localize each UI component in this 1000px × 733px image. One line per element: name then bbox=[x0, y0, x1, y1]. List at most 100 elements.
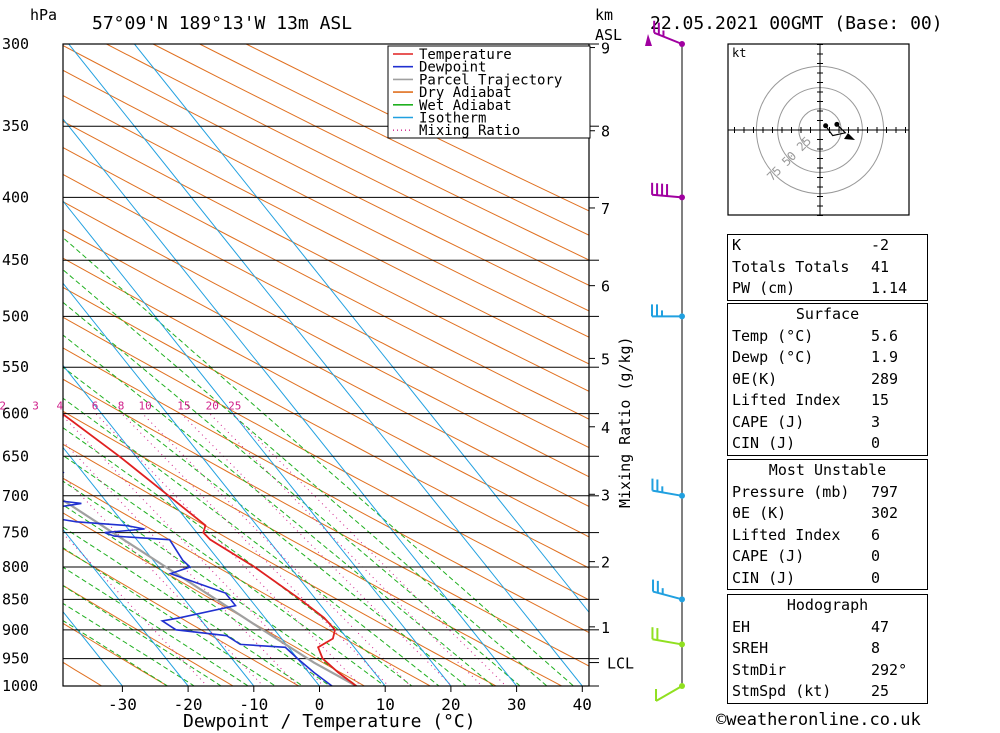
index-row: K -2 bbox=[728, 235, 927, 257]
dry-adiabat-line bbox=[63, 120, 589, 392]
mixing-ratio-label: 6 bbox=[92, 400, 99, 413]
wet-adiabat-line bbox=[63, 334, 494, 686]
wet-adiabats bbox=[63, 236, 575, 686]
mu-value: 6 bbox=[871, 525, 881, 544]
mixing-ratio-line bbox=[121, 413, 390, 686]
surface-label: Dewp (°C) bbox=[732, 348, 814, 366]
pressure-tick-label: 1000 bbox=[2, 677, 38, 695]
wet-adiabat-line bbox=[63, 366, 467, 686]
wind-barb bbox=[651, 304, 685, 320]
wind-top-pennant bbox=[645, 34, 652, 46]
mixing-ratio-label: 4 bbox=[56, 400, 63, 413]
mixing-ratio-label: 15 bbox=[177, 400, 190, 413]
index-value: 41 bbox=[871, 257, 890, 276]
surface-row: CIN (J) 0 bbox=[728, 433, 927, 455]
surface-label: Lifted Index bbox=[732, 391, 841, 409]
mixing-ratio-label: 8 bbox=[118, 400, 125, 413]
dry-adiabat-line bbox=[63, 584, 235, 686]
dry-adiabat-line bbox=[63, 548, 300, 686]
profiles bbox=[63, 413, 357, 686]
hodograph-trace bbox=[825, 123, 847, 137]
indices-top-table: K -2 Totals Totals 41 PW (cm) 1.14 bbox=[727, 234, 928, 301]
pressure-tick-label: 500 bbox=[2, 307, 29, 325]
mixing-ratio-line bbox=[95, 413, 362, 686]
dry-adiabat-line bbox=[63, 173, 589, 449]
dry-adiabat-line bbox=[63, 286, 589, 569]
location-title: 57°09'N 189°13'W 13m ASL bbox=[92, 13, 352, 34]
isotherm-line bbox=[63, 118, 518, 686]
dry-adiabat-line bbox=[63, 477, 432, 686]
hodo-row: SREH 8 bbox=[728, 638, 927, 660]
hodo-label: SREH bbox=[732, 639, 769, 657]
wind-barb bbox=[652, 579, 685, 603]
hodograph-table: Hodograph EH 47 SREH 8 StmDir 292° StmSpd (… bbox=[727, 594, 928, 704]
mixing-ratio-line bbox=[63, 415, 325, 686]
hodograph-point bbox=[834, 121, 840, 127]
wet-adiabat-line bbox=[63, 480, 359, 686]
height-tick-label: 6 bbox=[601, 278, 610, 296]
wet-adiabat-line bbox=[63, 526, 304, 686]
surface-row: θE(K) 289 bbox=[728, 369, 927, 391]
pressure-tick-label: 350 bbox=[2, 117, 29, 135]
height-tick-label: 2 bbox=[601, 554, 610, 572]
dry-adiabat-line bbox=[63, 378, 589, 667]
dry-adiabat-line bbox=[63, 45, 589, 312]
wet-adiabat-line bbox=[63, 547, 277, 686]
wet-adiabat-line bbox=[63, 619, 169, 686]
mu-label: CIN (J) bbox=[732, 568, 796, 587]
surface-value: 289 bbox=[871, 369, 899, 388]
legend-label: Parcel Trajectory bbox=[419, 72, 562, 88]
wind-barb-column bbox=[645, 20, 685, 702]
dry-adiabat-line bbox=[63, 69, 589, 338]
wind-barb bbox=[651, 478, 685, 499]
height-tick-label: 1 bbox=[601, 619, 610, 637]
legend-label: Mixing Ratio bbox=[419, 123, 520, 139]
height-tick-label: 5 bbox=[601, 350, 610, 368]
mixing-ratio-label: 20 bbox=[206, 400, 219, 413]
wind-barb bbox=[653, 20, 685, 47]
surface-label: CIN (J) bbox=[732, 434, 796, 452]
legend-box bbox=[387, 45, 591, 139]
hodo-value: 292° bbox=[871, 660, 908, 679]
mixing-ratio-line bbox=[231, 413, 507, 686]
isotherm-line bbox=[63, 364, 321, 686]
hodograph-unit-label: kt bbox=[732, 46, 746, 60]
mu-row: θE (K) 302 bbox=[728, 503, 927, 525]
pressure-tick-label: 700 bbox=[2, 487, 29, 505]
mixing-ratio-labels: 12346810152025 bbox=[0, 400, 241, 413]
height-tick-label: 4 bbox=[601, 419, 610, 437]
wet-adiabat-line bbox=[63, 427, 413, 686]
x-tick-label: 20 bbox=[441, 695, 460, 714]
pressure-tick-label: 850 bbox=[2, 590, 29, 608]
hodo-label: EH bbox=[732, 617, 751, 636]
isotherm-line bbox=[68, 44, 583, 686]
datetime-title: 22.05.2021 00GMT (Base: 00) bbox=[650, 13, 943, 34]
unit-asl-label: ASL bbox=[595, 26, 622, 44]
mixing-ratio-line bbox=[142, 413, 412, 686]
dry-adiabat-line bbox=[63, 201, 589, 478]
hodo-value: 8 bbox=[871, 639, 881, 657]
isotherm-line bbox=[63, 282, 386, 686]
temperature-line bbox=[63, 413, 357, 686]
unit-hpa-label: hPa bbox=[30, 6, 57, 24]
x-tick-label: -20 bbox=[174, 695, 203, 714]
x-tick-label: -30 bbox=[108, 695, 137, 714]
unit-km-label: km bbox=[595, 6, 613, 24]
surface-row: Dewp (°C) 1.9 bbox=[728, 347, 927, 369]
hodo-row: StmDir 292° bbox=[728, 660, 927, 682]
mixing-ratio-label: 3 bbox=[32, 400, 39, 413]
isotherm-line bbox=[63, 528, 189, 686]
wet-adiabat-line bbox=[63, 454, 386, 686]
surface-row: Lifted Index 15 bbox=[728, 390, 927, 412]
index-row: Totals Totals 41 bbox=[728, 257, 927, 279]
parcel-trajectory-line bbox=[63, 498, 357, 686]
x-tick-label: 10 bbox=[376, 695, 395, 714]
x-tick-label: 40 bbox=[573, 695, 592, 714]
dry-adiabat-line bbox=[63, 257, 589, 538]
surface-label: Temp (°C) bbox=[732, 326, 814, 345]
isotherm-line bbox=[133, 44, 589, 614]
dry-adiabat-line bbox=[63, 512, 366, 686]
index-value: -2 bbox=[871, 236, 890, 254]
index-value: 1.14 bbox=[871, 279, 908, 297]
